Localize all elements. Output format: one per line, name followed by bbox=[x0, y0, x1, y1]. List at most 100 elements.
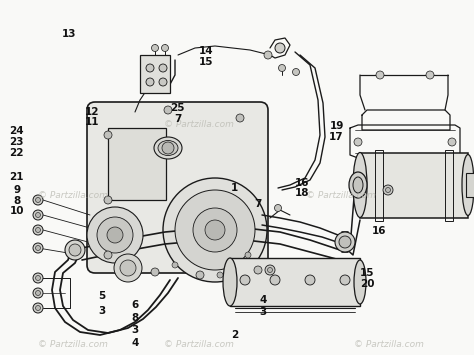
Text: 21: 21 bbox=[9, 173, 24, 182]
Circle shape bbox=[162, 44, 168, 51]
Text: 24: 24 bbox=[9, 126, 24, 136]
Ellipse shape bbox=[349, 172, 367, 198]
Text: 18: 18 bbox=[295, 189, 310, 198]
Circle shape bbox=[383, 185, 393, 195]
Ellipse shape bbox=[158, 141, 178, 155]
Circle shape bbox=[385, 187, 391, 192]
Text: © Partzilla.com: © Partzilla.com bbox=[354, 340, 424, 349]
Circle shape bbox=[162, 142, 174, 154]
Text: 6: 6 bbox=[131, 300, 139, 310]
Circle shape bbox=[33, 225, 43, 235]
Circle shape bbox=[36, 246, 40, 251]
Text: 10: 10 bbox=[9, 206, 24, 216]
Circle shape bbox=[159, 64, 167, 72]
Circle shape bbox=[33, 303, 43, 313]
Text: 1: 1 bbox=[231, 183, 238, 193]
Text: 3: 3 bbox=[98, 306, 106, 316]
Circle shape bbox=[107, 227, 123, 243]
Bar bbox=[108, 128, 166, 200]
Circle shape bbox=[151, 268, 159, 276]
Circle shape bbox=[240, 275, 250, 285]
Circle shape bbox=[164, 106, 172, 114]
Circle shape bbox=[267, 268, 273, 273]
Text: 2: 2 bbox=[231, 331, 238, 340]
Circle shape bbox=[36, 213, 40, 218]
Circle shape bbox=[104, 251, 112, 259]
Circle shape bbox=[172, 262, 178, 268]
Circle shape bbox=[448, 138, 456, 146]
Circle shape bbox=[279, 65, 285, 71]
Text: 5: 5 bbox=[98, 291, 106, 301]
Text: 23: 23 bbox=[9, 137, 24, 147]
Text: © Partzilla.com: © Partzilla.com bbox=[38, 191, 108, 200]
Circle shape bbox=[104, 196, 112, 204]
Text: 20: 20 bbox=[360, 279, 374, 289]
Circle shape bbox=[236, 114, 244, 122]
Text: 13: 13 bbox=[62, 29, 76, 39]
Text: 14: 14 bbox=[199, 47, 213, 56]
Circle shape bbox=[36, 306, 40, 311]
Ellipse shape bbox=[223, 258, 237, 306]
Text: 7: 7 bbox=[255, 199, 262, 209]
Circle shape bbox=[152, 44, 158, 51]
Text: 4: 4 bbox=[259, 295, 267, 305]
Text: 4: 4 bbox=[131, 338, 139, 348]
Text: © Partzilla.com: © Partzilla.com bbox=[164, 340, 234, 349]
Circle shape bbox=[36, 275, 40, 280]
Circle shape bbox=[270, 275, 280, 285]
Circle shape bbox=[159, 78, 167, 86]
Circle shape bbox=[426, 71, 434, 79]
Text: 22: 22 bbox=[9, 148, 24, 158]
Text: © Partzilla.com: © Partzilla.com bbox=[306, 191, 376, 200]
Circle shape bbox=[65, 240, 85, 260]
Circle shape bbox=[205, 220, 225, 240]
Circle shape bbox=[33, 210, 43, 220]
Circle shape bbox=[254, 266, 262, 274]
Circle shape bbox=[146, 78, 154, 86]
Circle shape bbox=[354, 138, 362, 146]
Circle shape bbox=[305, 275, 315, 285]
Bar bbox=[375, 150, 383, 221]
Circle shape bbox=[275, 43, 285, 53]
Circle shape bbox=[376, 71, 384, 79]
Circle shape bbox=[264, 51, 272, 59]
Circle shape bbox=[36, 197, 40, 202]
Circle shape bbox=[193, 208, 237, 252]
Circle shape bbox=[196, 271, 204, 279]
Bar bbox=[360, 153, 468, 218]
Bar bbox=[140, 55, 170, 93]
Ellipse shape bbox=[462, 154, 474, 215]
Text: 15: 15 bbox=[199, 57, 213, 67]
Circle shape bbox=[36, 228, 40, 233]
Text: 3: 3 bbox=[259, 307, 267, 317]
Text: 12: 12 bbox=[85, 107, 100, 117]
Text: 17: 17 bbox=[329, 132, 344, 142]
Circle shape bbox=[340, 275, 350, 285]
Ellipse shape bbox=[354, 260, 366, 304]
Text: 3: 3 bbox=[131, 325, 139, 335]
Text: 15: 15 bbox=[360, 268, 374, 278]
Circle shape bbox=[104, 131, 112, 139]
Bar bbox=[230, 258, 360, 306]
Circle shape bbox=[274, 204, 282, 212]
Bar bbox=[445, 150, 453, 221]
Circle shape bbox=[33, 243, 43, 253]
Circle shape bbox=[265, 265, 275, 275]
Text: 9: 9 bbox=[13, 185, 20, 195]
Ellipse shape bbox=[353, 153, 367, 218]
FancyBboxPatch shape bbox=[87, 102, 268, 273]
Circle shape bbox=[245, 252, 251, 258]
Circle shape bbox=[292, 69, 300, 76]
Text: © Partzilla.com: © Partzilla.com bbox=[164, 120, 234, 129]
Text: 16: 16 bbox=[372, 226, 386, 236]
Circle shape bbox=[69, 244, 81, 256]
Circle shape bbox=[217, 272, 223, 278]
Text: 11: 11 bbox=[85, 118, 100, 127]
Text: © Partzilla.com: © Partzilla.com bbox=[38, 340, 108, 349]
Circle shape bbox=[36, 290, 40, 295]
Text: 8: 8 bbox=[13, 196, 20, 206]
Circle shape bbox=[163, 178, 267, 282]
Text: 16: 16 bbox=[295, 178, 310, 188]
Text: 25: 25 bbox=[171, 103, 185, 113]
Circle shape bbox=[339, 236, 351, 248]
